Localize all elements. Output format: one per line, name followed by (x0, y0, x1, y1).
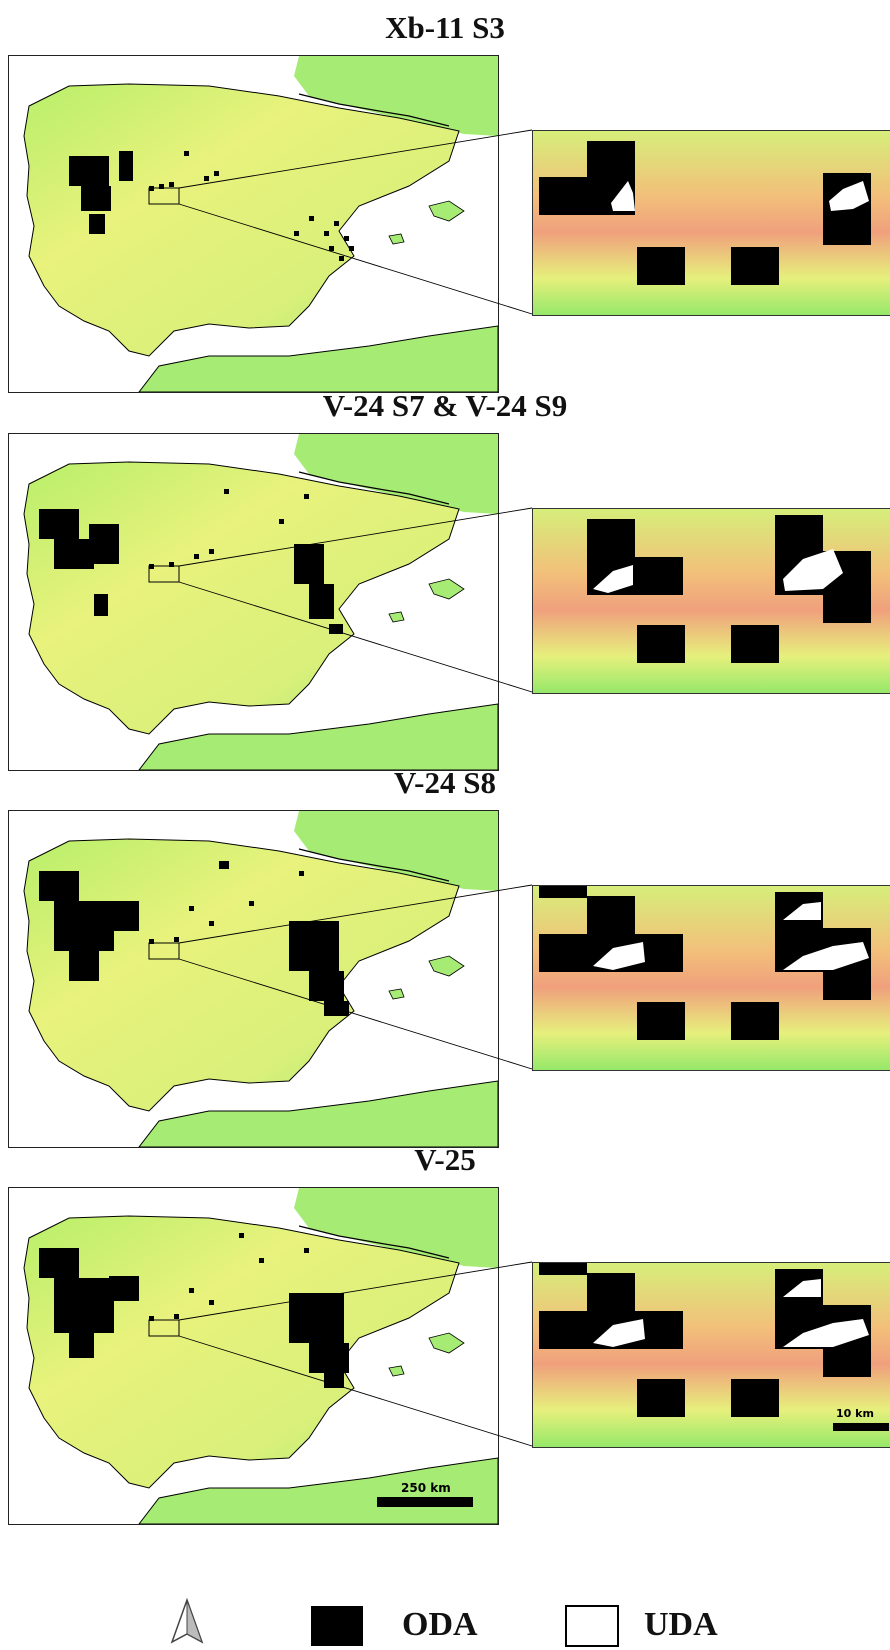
uda-patch (783, 902, 821, 920)
balearic-islands (388, 578, 465, 623)
oda-swatch (311, 1606, 363, 1646)
zoom-region (148, 187, 180, 205)
iberia-map (8, 433, 499, 771)
pyrenees-border (298, 93, 450, 127)
balearic-islands (388, 955, 465, 1000)
panel-title: Xb-11 S3 (385, 10, 505, 45)
pyrenees-border (298, 471, 450, 505)
zoom-inset: 10 km (532, 1262, 890, 1448)
zoom-region (148, 1319, 180, 1337)
uda-patch (783, 549, 843, 591)
balearic-islands (388, 200, 465, 245)
france-coast (294, 434, 498, 514)
iberian-peninsula (23, 461, 460, 735)
africa-coast (138, 703, 498, 770)
zoom-inset (532, 885, 890, 1071)
uda-label: UDA (644, 1606, 718, 1643)
inset-scalebar-label: 10 km (836, 1407, 874, 1420)
uda-patch (593, 565, 633, 593)
pyrenees-border (298, 1225, 450, 1259)
pyrenees-border (298, 848, 450, 882)
zoom-region (148, 942, 180, 960)
main-scalebar-label: 250 km (401, 1481, 451, 1495)
legend: ODA UDA (0, 1596, 890, 1650)
france-coast (294, 811, 498, 891)
uda-swatch (565, 1605, 619, 1647)
zoom-inset (532, 130, 890, 316)
uda-patch (783, 942, 869, 970)
oda-label: ODA (402, 1606, 478, 1643)
france-coast (294, 1188, 498, 1268)
africa-coast (138, 1080, 498, 1147)
iberia-map (8, 55, 499, 393)
uda-patch (783, 1319, 869, 1347)
inset-scalebar: 10 km (833, 1407, 889, 1431)
north-arrow-icon (170, 1597, 204, 1644)
balearic-islands (388, 1332, 465, 1377)
main-scalebar: 250 km (377, 1481, 473, 1507)
africa-coast (138, 325, 498, 392)
uda-patch (829, 181, 869, 211)
iberia-map (8, 810, 499, 1148)
france-coast (294, 56, 498, 136)
uda-patch (593, 1319, 645, 1347)
zoom-inset (532, 508, 890, 694)
iberia-map: 250 km (8, 1187, 499, 1525)
panel-title: V-24 S8 (394, 765, 496, 800)
uda-patch (611, 181, 635, 211)
panel-title: V-24 S7 & V-24 S9 (322, 388, 568, 423)
panel-title: V-25 (414, 1142, 476, 1177)
africa-coast (138, 1457, 498, 1524)
uda-patch (593, 942, 645, 970)
zoom-region (148, 565, 180, 583)
uda-patch (783, 1279, 821, 1297)
